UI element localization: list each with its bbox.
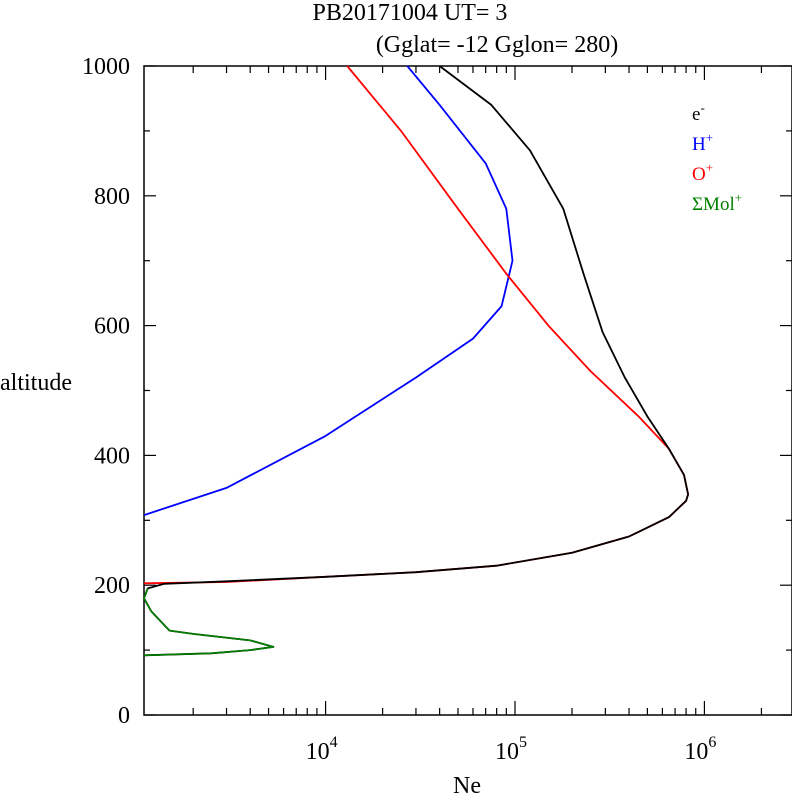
x-tick-label: 104 (306, 734, 338, 765)
series-line-1 (143, 65, 514, 516)
y-axis-label: altitude (0, 370, 72, 396)
legend: e- H+ O+ ΣMol+ (692, 100, 742, 215)
legend-entry-1: H+ (692, 130, 713, 155)
series-line-3 (143, 588, 275, 657)
series-line-2 (143, 65, 689, 585)
y-tick-label: 0 (118, 703, 130, 729)
series-line-0 (143, 65, 689, 657)
chart-title: PB20171004 UT= 3 (313, 0, 508, 26)
y-tick-label: 200 (94, 573, 130, 599)
y-tick-label: 1000 (82, 54, 130, 80)
legend-entry-3: ΣMol+ (692, 190, 742, 215)
y-tick-label: 800 (94, 184, 130, 210)
series-layer (143, 65, 689, 657)
x-tick-label: 105 (495, 734, 527, 765)
ticks-layer: 0 200 400 600 800 1000 104 105 106 (82, 54, 792, 765)
y-tick-label: 600 (94, 314, 130, 340)
x-tick-label: 106 (684, 734, 716, 765)
x-axis-label: Ne (453, 773, 481, 795)
y-tick-label: 400 (94, 443, 130, 469)
legend-entry-0: e- (692, 100, 705, 125)
legend-entry-2: O+ (692, 160, 713, 185)
chart-subtitle: (Gglat= -12 Gglon= 280) (376, 32, 618, 58)
